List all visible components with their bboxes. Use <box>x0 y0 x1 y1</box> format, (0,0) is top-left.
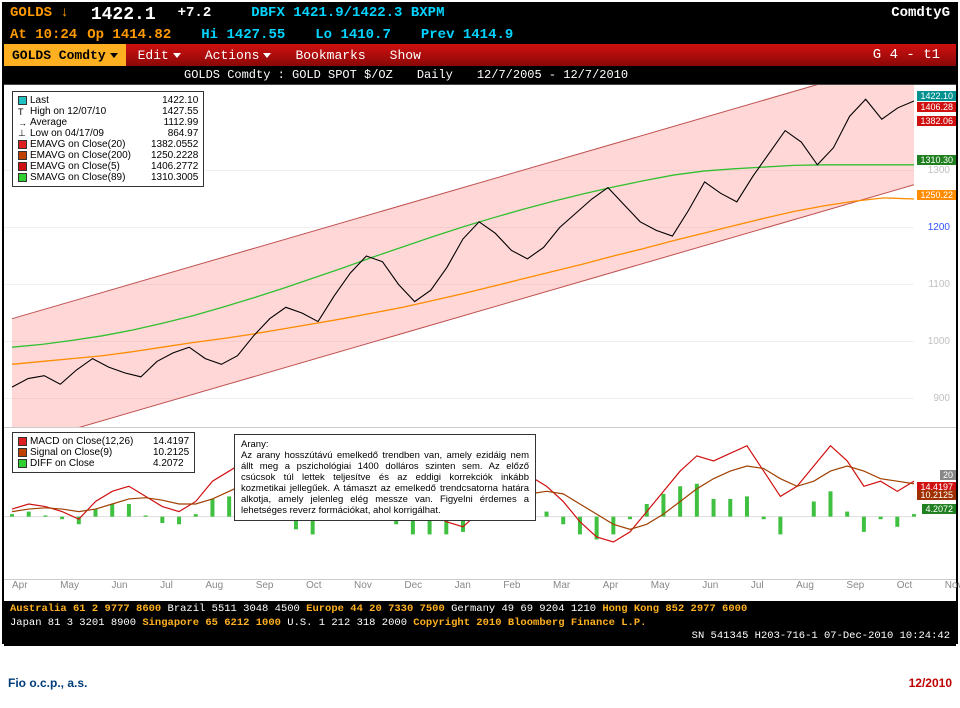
legend-row: Signal on Close(9)10.2125 <box>18 447 189 458</box>
legend-row: MACD on Close(12,26)14.4197 <box>18 436 189 447</box>
footer-line-2: Japan 81 3 3201 8900 Singapore 65 6212 1… <box>10 617 950 631</box>
x-tick-label: Nov <box>945 580 960 591</box>
instrument-label: GOLDS Comdty : GOLD SPOT $/OZ <box>184 68 393 82</box>
quote-open: Op 1414.82 <box>87 27 171 43</box>
x-tick-label: Jun <box>702 580 718 591</box>
bloomberg-terminal: GOLDS ↓ 1422.1 +7.2 DBFX 1421.9/1422.3 B… <box>2 2 958 644</box>
toolbar-actions[interactable]: Actions <box>193 48 284 63</box>
x-tick-label: May <box>60 580 79 591</box>
x-tick-label: Feb <box>503 580 520 591</box>
price-flag: 1422.10 <box>917 91 956 101</box>
frequency-label: Daily <box>417 68 453 82</box>
x-tick-label: Jul <box>751 580 764 591</box>
quote-prev: Prev 1414.9 <box>421 27 513 43</box>
x-tick-label: Jun <box>111 580 127 591</box>
price-chart: Last1422.10THigh on 12/07/101427.55→Aver… <box>4 85 956 427</box>
note-title: Arany: <box>241 439 268 450</box>
dbfx-quote: DBFX 1421.9/1422.3 BXPM <box>251 5 444 25</box>
x-tick-label: Apr <box>12 580 28 591</box>
legend-row: Last1422.10 <box>18 95 198 106</box>
header-row-1: GOLDS ↓ 1422.1 +7.2 DBFX 1421.9/1422.3 B… <box>4 4 956 26</box>
legend-row: ⊥Low on 04/17/09864.97 <box>18 128 198 139</box>
x-tick-label: Sep <box>846 580 864 591</box>
price-flag: 1382.06 <box>917 116 956 126</box>
x-tick-label: Oct <box>306 580 322 591</box>
note-body: Az arany hosszútávú emelkedő trendben va… <box>241 450 529 516</box>
macd-panel: MACD on Close(12,26)14.4197Signal on Clo… <box>4 427 956 579</box>
toolbar-edit[interactable]: Edit <box>126 48 193 63</box>
commentary-note: Arany: Az arany hosszútávú emelkedő tren… <box>234 434 536 521</box>
price-flag: 1250.22 <box>917 190 956 200</box>
toolbar-ticker-label[interactable]: GOLDS Comdty <box>4 44 126 66</box>
page-footer: Fio o.c.p., a.s. 12/2010 <box>8 676 952 690</box>
x-tick-label: Aug <box>205 580 223 591</box>
macd-legend: MACD on Close(12,26)14.4197Signal on Clo… <box>12 432 195 473</box>
indicator-flag: 4.2072 <box>922 504 956 514</box>
footer-line-3: SN 541345 H203-716-1 07-Dec-2010 10:24:4… <box>10 630 950 644</box>
x-tick-label: Jul <box>160 580 173 591</box>
chevron-down-icon <box>110 53 118 58</box>
price-flag: 1310.30 <box>917 155 956 165</box>
x-axis: Apr May Jun Jul Aug Sep Oct Nov Dec Jan Feb Mar Apr M… <box>4 579 956 601</box>
legend-row: THigh on 12/07/101427.55 <box>18 106 198 117</box>
price-change: +7.2 <box>178 5 212 25</box>
legend-row: EMAVG on Close(200)1250.2228 <box>18 150 198 161</box>
x-tick-label: May <box>651 580 670 591</box>
legend-row: EMAVG on Close(5)1406.2772 <box>18 161 198 172</box>
quote-time: At 10:24 <box>10 27 77 43</box>
date-range: 12/7/2005 - 12/7/2010 <box>477 68 628 82</box>
indicator-flag: 20 <box>940 470 956 480</box>
x-tick-label: Apr <box>603 580 619 591</box>
toolbar-bookmarks[interactable]: Bookmarks <box>283 48 377 63</box>
x-tick-label: Aug <box>796 580 814 591</box>
page-footer-right: 12/2010 <box>909 676 952 690</box>
legend-row: EMAVG on Close(20)1382.0552 <box>18 139 198 150</box>
quote-lo: Lo 1410.7 <box>315 27 391 43</box>
price-flag: 1406.28 <box>917 102 956 112</box>
toolbar-show[interactable]: Show <box>378 48 433 63</box>
x-tick-label: Oct <box>897 580 913 591</box>
legend-row: SMAVG on Close(89)1310.3005 <box>18 172 198 183</box>
indicator-flag: 10.2125 <box>917 490 956 500</box>
header-right: ComdtyG <box>891 5 950 25</box>
chevron-down-icon <box>173 53 181 58</box>
x-tick-label: Sep <box>256 580 274 591</box>
subheader: GOLDS Comdty : GOLD SPOT $/OZ Daily 12/7… <box>4 66 956 85</box>
quote-hi: Hi 1427.55 <box>201 27 285 43</box>
terminal-footer: Australia 61 2 9777 8600 Brazil 5511 304… <box>4 601 956 646</box>
legend-row: DIFF on Close4.2072 <box>18 458 189 469</box>
last-price: 1422.1 <box>91 5 156 25</box>
price-legend: Last1422.10THigh on 12/07/101427.55→Aver… <box>12 91 204 187</box>
ticker: GOLDS ↓ <box>10 5 69 25</box>
page-footer-left: Fio o.c.p., a.s. <box>8 676 87 690</box>
legend-row: →Average1112.99 <box>18 117 198 128</box>
x-tick-label: Jan <box>455 580 471 591</box>
x-tick-label: Mar <box>553 580 570 591</box>
x-tick-label: Dec <box>404 580 422 591</box>
x-tick-label: Nov <box>354 580 372 591</box>
toolbar: GOLDS Comdty EditActionsBookmarksShow G … <box>4 44 956 66</box>
header-row-2: At 10:24 Op 1414.82 Hi 1427.55 Lo 1410.7… <box>4 26 956 44</box>
footer-line-1: Australia 61 2 9777 8600 Brazil 5511 304… <box>10 603 950 617</box>
chevron-down-icon <box>263 53 271 58</box>
toolbar-right-label: G 4 - t1 <box>873 47 956 63</box>
